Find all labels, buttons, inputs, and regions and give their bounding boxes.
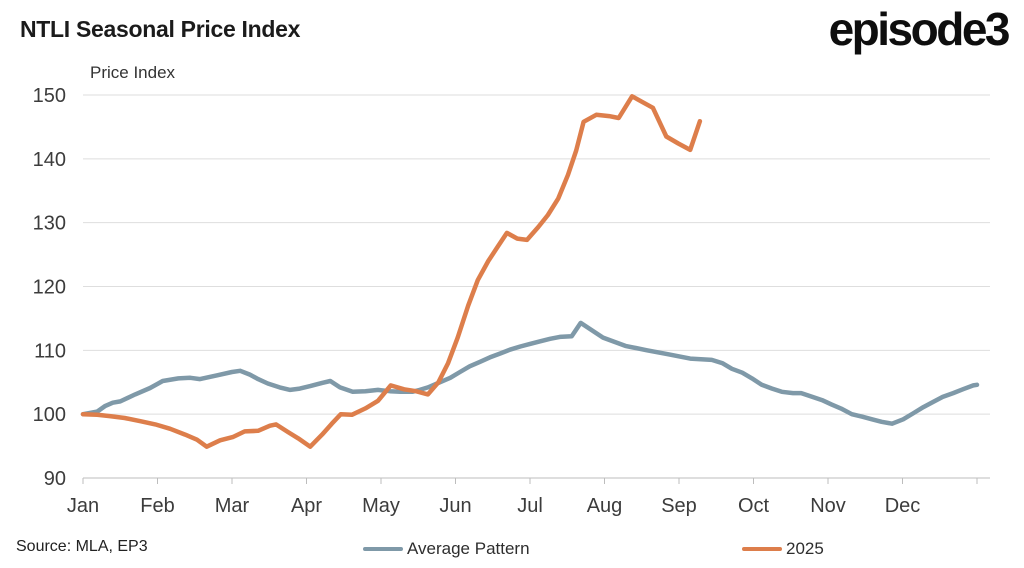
legend-label-2025: 2025 <box>786 539 824 558</box>
y-tick-label: 110 <box>34 340 66 362</box>
x-tick-label: Apr <box>291 495 322 517</box>
x-tick-label: Aug <box>587 495 623 517</box>
x-tick-label: Nov <box>810 495 846 517</box>
series-line-2025 <box>80 94 703 449</box>
legend-item-2025: 2025 <box>742 539 824 559</box>
x-tick-label: Dec <box>885 495 921 517</box>
y-tick-label: 150 <box>33 85 66 107</box>
x-tick-label: May <box>362 495 400 517</box>
x-tick-label: Sep <box>661 495 697 517</box>
x-tick-label: Oct <box>738 495 770 517</box>
series-line-average-pattern <box>80 320 980 426</box>
y-tick-label: 120 <box>33 277 66 299</box>
source-note: Source: MLA, EP3 <box>16 538 148 555</box>
episode3-logo: episode3 <box>828 3 1011 55</box>
y-tick-label: 100 <box>33 404 66 426</box>
page-title: NTLI Seasonal Price Index <box>20 16 301 42</box>
legend-label-average-pattern: Average Pattern <box>407 539 530 558</box>
x-tick-label: Mar <box>215 495 250 517</box>
2025-line-swatch <box>742 546 782 552</box>
x-tick-label: Jul <box>517 495 543 517</box>
y-axis-title: Price Index <box>90 63 176 82</box>
x-tick-label: Feb <box>140 495 174 517</box>
x-tick-label: Jan <box>67 495 99 517</box>
y-tick-label: 90 <box>44 468 66 490</box>
legend-item-average-pattern: Average Pattern <box>363 539 530 559</box>
seasonal-price-chart: 90 100 110 120 130 140 150 Jan Feb Mar Apr May Jun Ju… <box>33 63 990 517</box>
average-pattern-line-swatch <box>363 546 403 552</box>
y-tick-label: 140 <box>33 149 66 171</box>
x-tick-label: Jun <box>439 495 471 517</box>
y-tick-label: 130 <box>33 213 66 235</box>
